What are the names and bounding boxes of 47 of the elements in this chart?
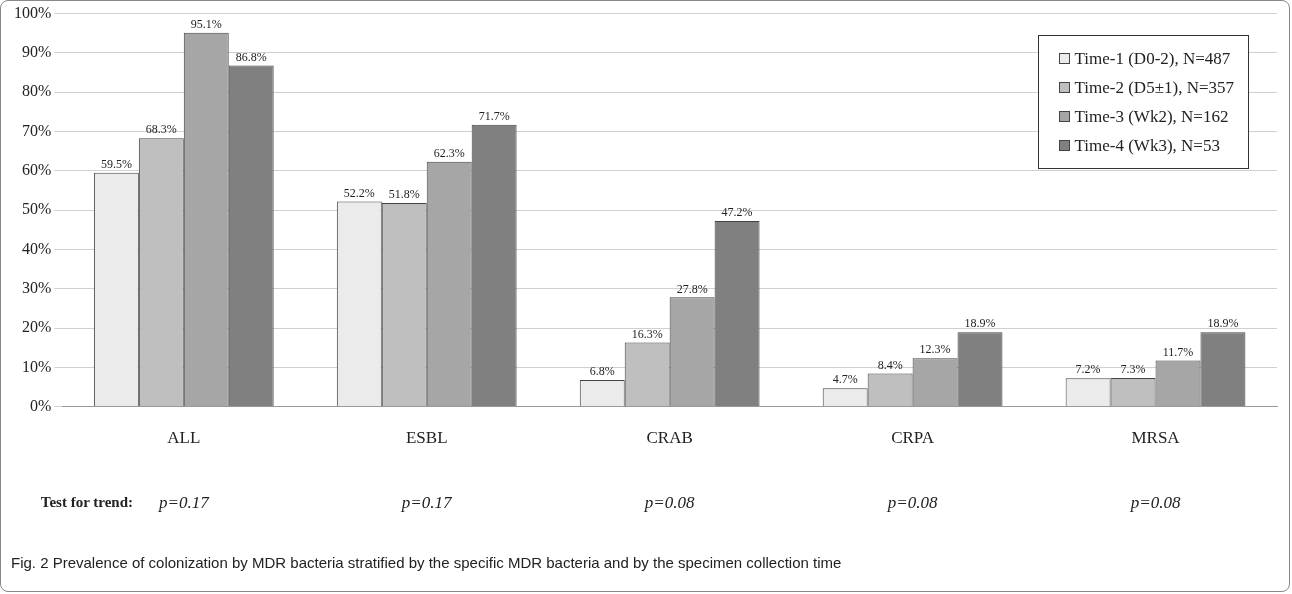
data-label: 7.3% bbox=[1120, 362, 1146, 377]
y-tick-label: 60% bbox=[22, 161, 52, 178]
data-label: 4.7% bbox=[832, 372, 858, 387]
y-tick-label: 40% bbox=[22, 239, 52, 257]
text: p=0.17 bbox=[400, 493, 454, 513]
y-tick-label: 0% bbox=[30, 396, 52, 414]
data-label: 18.9% bbox=[1207, 316, 1239, 331]
data-label: 62.3% bbox=[433, 145, 465, 160]
legend-label: Time-1 (D0-2), N=487 bbox=[1074, 48, 1231, 69]
x-tick-label: MRSA bbox=[1131, 428, 1181, 448]
text: Test for trend: bbox=[40, 494, 133, 511]
text: p=0.17 bbox=[157, 493, 211, 513]
data-label: 12.3% bbox=[919, 342, 951, 357]
data-label: 11.7% bbox=[1162, 344, 1194, 359]
text: p=0.08 bbox=[886, 493, 938, 513]
y-tick-label: 10% bbox=[22, 357, 52, 375]
data-label: 7.2% bbox=[1075, 362, 1101, 377]
data-label: 52.2% bbox=[343, 185, 375, 200]
y-tick-label: 100% bbox=[14, 3, 52, 21]
text: p=0.08 bbox=[1129, 493, 1181, 513]
data-label: 47.2% bbox=[721, 205, 753, 220]
data-label: 68.3% bbox=[145, 122, 177, 137]
x-tick-label: ESBL bbox=[405, 428, 448, 448]
x-tick-label: ALL bbox=[167, 428, 201, 448]
legend-label: Time-2 (D5±1), N=357 bbox=[1074, 77, 1234, 98]
y-tick-label: 30% bbox=[22, 278, 52, 296]
legend-label: Time-3 (Wk2), N=162 bbox=[1074, 106, 1229, 127]
data-label: 6.8% bbox=[589, 364, 615, 379]
text: p=0.08 bbox=[643, 493, 696, 513]
y-tick-label: 90% bbox=[22, 43, 52, 61]
y-tick-label: 70% bbox=[22, 121, 52, 139]
legend-label: Time-4 (Wk3), N=53 bbox=[1074, 135, 1220, 156]
x-tick-label: CRPA bbox=[891, 428, 935, 448]
data-label: 86.8% bbox=[235, 49, 267, 64]
data-label: 8.4% bbox=[877, 357, 903, 372]
data-label: 16.3% bbox=[631, 326, 663, 341]
data-label: 51.8% bbox=[388, 187, 420, 202]
data-label: 95.1% bbox=[190, 17, 222, 32]
data-label: 71.7% bbox=[478, 108, 510, 123]
y-tick-label: 50% bbox=[22, 200, 52, 218]
y-tick-label: 20% bbox=[22, 318, 52, 336]
data-label: 18.9% bbox=[964, 316, 996, 331]
x-tick-label: CRAB bbox=[646, 428, 693, 448]
data-label: 27.8% bbox=[676, 281, 708, 296]
caption: Fig. 2 Prevalence of colonization by MDR bacteria stratified by the specific MDR bacteria and by the specimen collection time bbox=[11, 554, 842, 571]
y-tick-label: 80% bbox=[22, 82, 52, 100]
data-label: 59.5% bbox=[100, 156, 132, 171]
